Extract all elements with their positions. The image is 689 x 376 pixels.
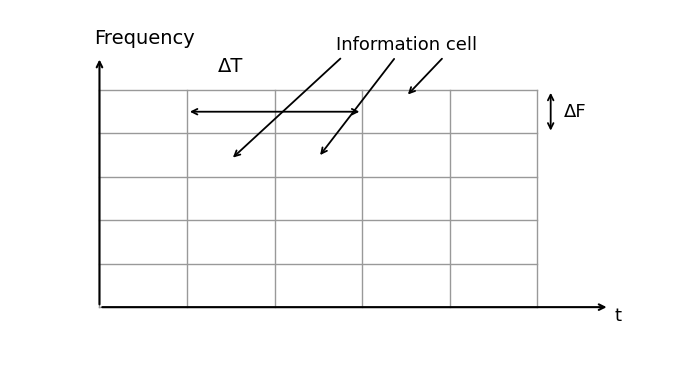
Text: ΔF: ΔF [564, 103, 586, 121]
Text: Information cell: Information cell [336, 36, 477, 54]
Text: t: t [615, 307, 621, 325]
Text: Frequency: Frequency [94, 29, 195, 48]
Text: ΔT: ΔT [218, 57, 243, 76]
